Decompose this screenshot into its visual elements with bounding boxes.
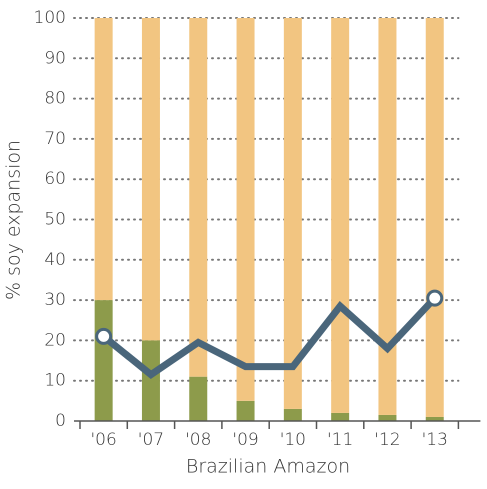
- x-tick-label: '06: [90, 430, 116, 450]
- y-tick-label: 10: [44, 371, 66, 391]
- line-marker: [95, 327, 113, 345]
- line-marker: [426, 289, 444, 307]
- bar-segment: [141, 340, 160, 421]
- bar-segment: [141, 18, 160, 341]
- bar-segment: [331, 18, 350, 413]
- y-tick-label: 20: [44, 330, 66, 350]
- bar-segment: [378, 414, 397, 421]
- bar-segment: [283, 18, 302, 409]
- x-tick-label: '10: [280, 430, 306, 450]
- bar-segment: [331, 412, 350, 421]
- x-tick-label: '13: [422, 430, 448, 450]
- bar-segment: [94, 18, 113, 301]
- y-tick-label: 70: [44, 129, 66, 149]
- x-axis-label: Brazilian Amazon: [186, 456, 350, 478]
- y-tick-label: 0: [55, 411, 66, 431]
- x-tick-label: '08: [185, 430, 211, 450]
- bar-segment: [189, 376, 208, 421]
- x-tick-label: '11: [327, 430, 353, 450]
- y-tick-label: 30: [44, 290, 66, 310]
- x-tick-label: '07: [138, 430, 164, 450]
- y-tick-label: 40: [44, 250, 66, 270]
- bar-segment: [236, 18, 255, 401]
- bar-segment: [378, 18, 397, 415]
- bar-segment: [189, 18, 208, 377]
- y-tick-label: 100: [34, 8, 66, 28]
- y-axis-label: % soy expansion: [3, 140, 25, 300]
- y-tick-label: 80: [44, 89, 66, 109]
- bar-segment: [94, 300, 113, 421]
- x-tick-label: '12: [374, 430, 400, 450]
- y-tick-label: 60: [44, 169, 66, 189]
- bar-segment: [236, 400, 255, 421]
- bar-segment: [425, 18, 444, 417]
- y-tick-label: 90: [44, 48, 66, 68]
- bar-segment: [283, 408, 302, 421]
- line: [101, 295, 438, 380]
- y-tick-label: 50: [44, 210, 66, 230]
- bar-segment: [425, 416, 444, 421]
- x-tick-label: '09: [232, 430, 258, 450]
